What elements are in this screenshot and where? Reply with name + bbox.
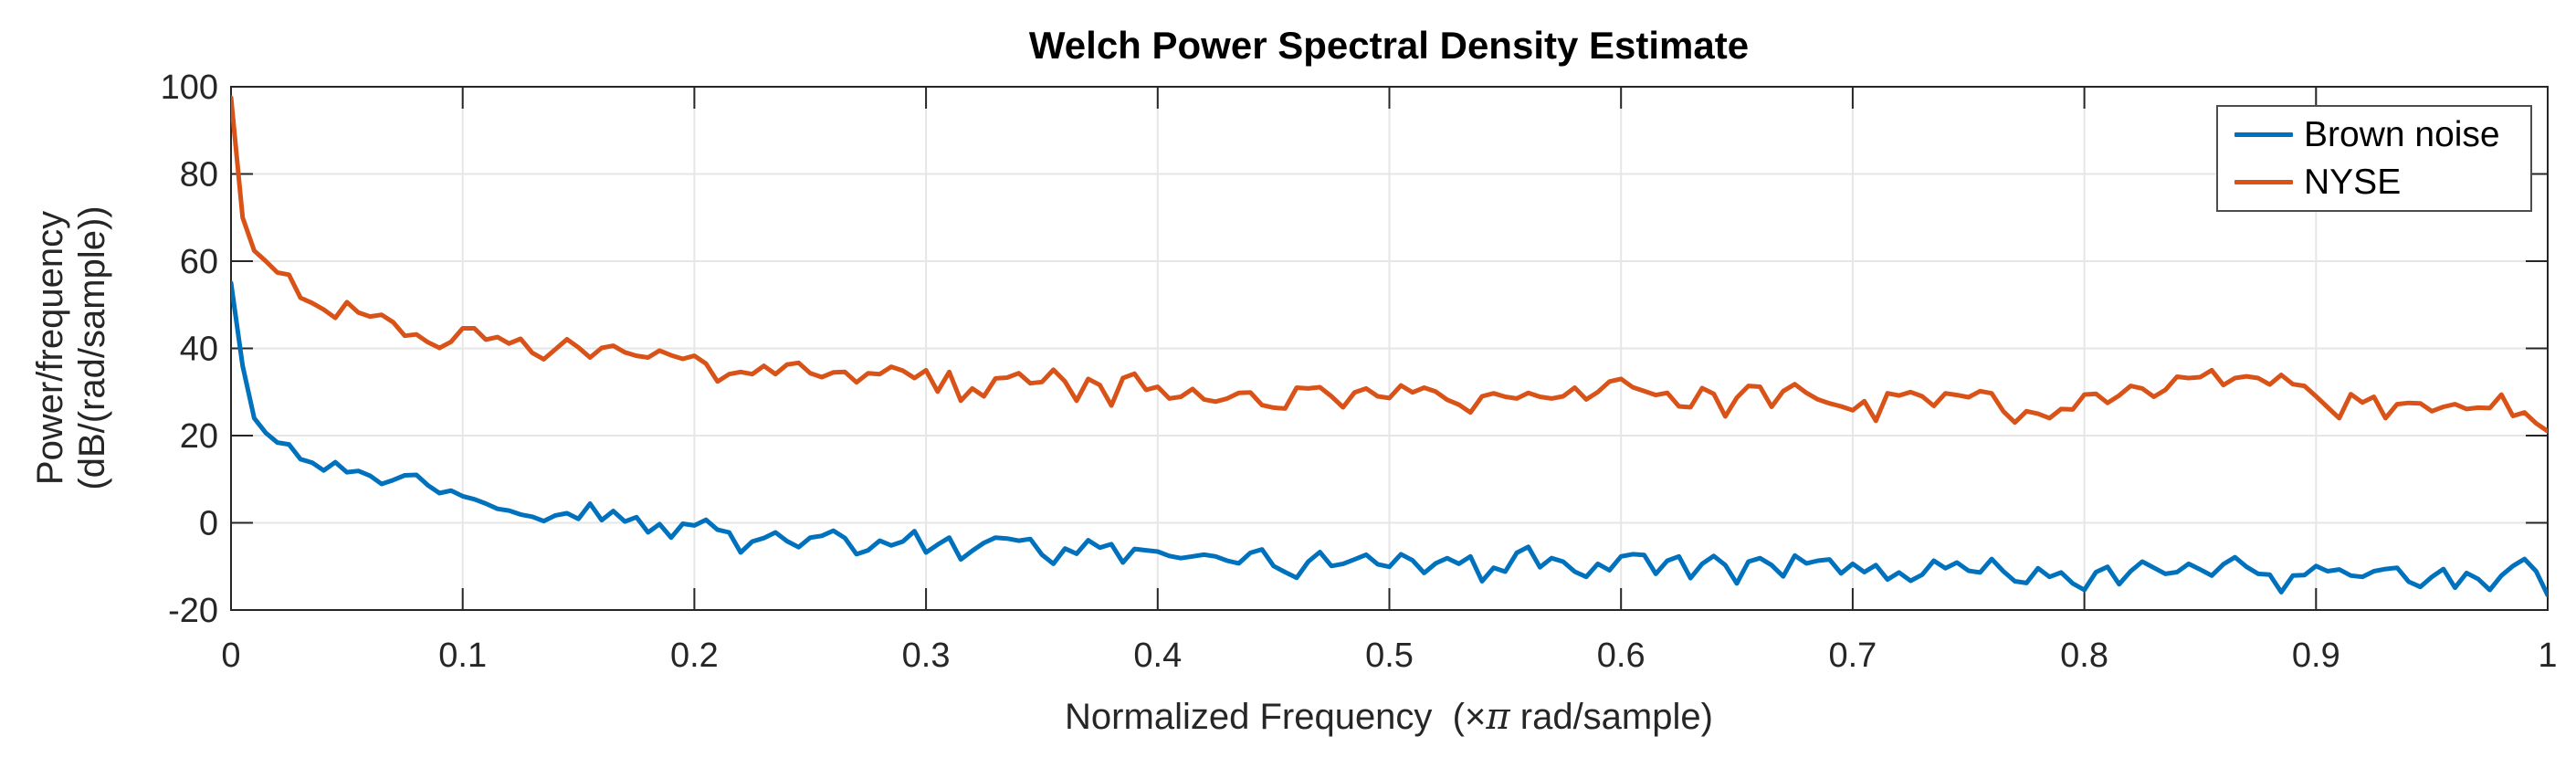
y-tick-label: 80 bbox=[180, 156, 218, 195]
nyse-line-swatch bbox=[2234, 180, 2293, 184]
x-tick-label: 0.1 bbox=[438, 636, 487, 675]
chart-title: Welch Power Spectral Density Estimate bbox=[1028, 24, 1750, 67]
x-tick-label: 0.7 bbox=[1828, 636, 1877, 675]
x-axis-label-text: Normalized Frequency ( bbox=[1065, 697, 1465, 737]
x-tick-label: 0 bbox=[221, 636, 240, 675]
legend-label: Brown noise bbox=[2304, 114, 2500, 154]
x-tick-label: 0.3 bbox=[902, 636, 951, 675]
y-axis-label-line1: Power/frequency bbox=[30, 210, 70, 486]
legend-item-nyse: NYSE bbox=[2234, 159, 2514, 206]
x-tick-label: 1 bbox=[2538, 636, 2557, 675]
x-tick-label: 0.9 bbox=[2292, 636, 2340, 675]
x-tick-label: 0.6 bbox=[1597, 636, 1645, 675]
y-tick-label: -20 bbox=[168, 592, 218, 630]
y-tick-label: 20 bbox=[180, 417, 218, 456]
brown-noise-psd-line bbox=[231, 280, 2548, 598]
y-axis-label: Power/frequency (dB/(rad/sample)) bbox=[29, 74, 113, 622]
nyse-psd-line bbox=[231, 95, 2548, 434]
y-axis-label-line2: (dB/(rad/sample)) bbox=[72, 205, 112, 490]
x-axis-label-unit: rad/sample) bbox=[1509, 697, 1713, 737]
y-tick-label: 40 bbox=[180, 331, 218, 369]
x-tick-label: 0.4 bbox=[1133, 636, 1182, 675]
brown-noise-line-swatch bbox=[2234, 132, 2293, 137]
y-tick-label: 60 bbox=[180, 243, 218, 281]
legend-label: NYSE bbox=[2304, 162, 2402, 202]
x-tick-label: 0.2 bbox=[670, 636, 719, 675]
x-axis-label: Normalized Frequency (×π rad/sample) bbox=[841, 696, 1937, 738]
legend-item-brown-noise: Brown noise bbox=[2234, 111, 2514, 159]
x-tick-label: 0.5 bbox=[1365, 636, 1414, 675]
pi-symbol: π bbox=[1486, 696, 1510, 738]
y-tick-label: 100 bbox=[161, 68, 218, 107]
x-tick-label: 0.8 bbox=[2060, 636, 2108, 675]
legend: Brown noise NYSE bbox=[2216, 105, 2532, 212]
multiply-symbol: × bbox=[1464, 697, 1487, 737]
y-tick-label: 0 bbox=[199, 505, 218, 543]
